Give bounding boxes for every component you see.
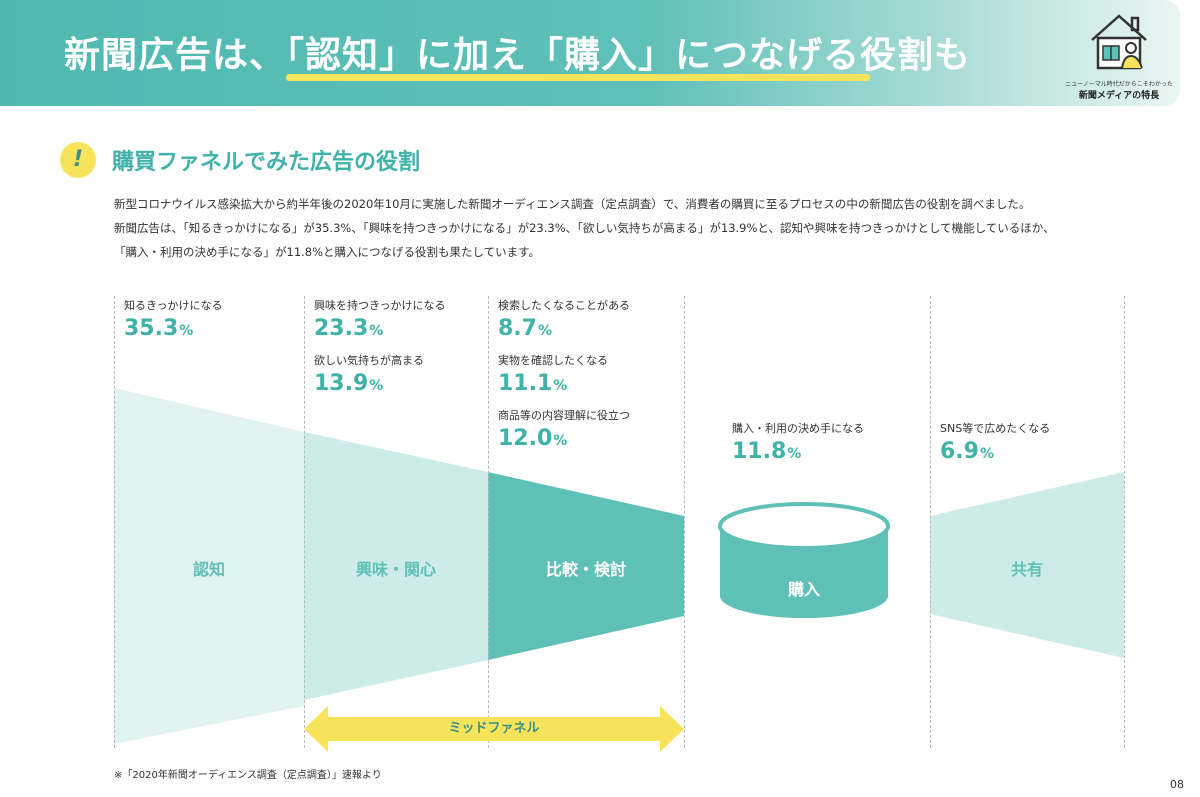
stat-value: 35.3%	[124, 316, 194, 341]
body-line: 新聞広告は、「知るきっかけになる」が35.3%、「興味を持つきっかけになる」が2…	[114, 221, 1055, 235]
header-banner: 新聞広告は、「認知」に加え「購入」につなげる役割も	[0, 0, 1180, 106]
page-number: 08	[1170, 778, 1184, 791]
stat-label: 検索したくなることがある	[498, 299, 630, 312]
divider-line	[304, 296, 305, 748]
mid-funnel-arrow	[304, 706, 684, 752]
brand-title: 新聞メディアの特長	[1078, 91, 1160, 101]
stat-label: 商品等の内容理解に役立つ	[498, 409, 630, 422]
title-highlight	[286, 74, 870, 81]
divider-line	[114, 296, 115, 748]
brand-logo: ニューノーマル時代だからこそわかった 新聞メディアの特長	[1064, 10, 1174, 101]
stage-label-purchase: 購入	[787, 580, 820, 599]
stat-value: 11.8%	[732, 439, 802, 464]
divider-line	[1124, 296, 1125, 748]
footnote: ※「2020年新聞オーディエンス調査（定点調査）」速報より	[114, 770, 382, 781]
stat-label: 購入・利用の決め手になる	[732, 422, 864, 435]
stage-label-share: 共有	[1010, 560, 1043, 579]
stat-value: 23.3%	[314, 316, 384, 341]
body-text: 新型コロナウイルス感染拡大から約半年後の2020年10月に実施した新聞オーディエ…	[114, 192, 1114, 264]
stat-value: 13.9%	[314, 371, 384, 396]
stat-label: SNS等で広めたくなる	[940, 422, 1051, 435]
stage-label-awareness: 認知	[192, 560, 225, 579]
mid-funnel-label: ミッドファネル	[448, 721, 540, 736]
stage-label-consideration: 比較・検討	[545, 560, 626, 579]
stat-label: 興味を持つきっかけになる	[314, 299, 446, 312]
stage-label-interest: 興味・関心	[355, 560, 436, 579]
stat-label: 実物を確認したくなる	[498, 354, 608, 367]
body-line: 新型コロナウイルス感染拡大から約半年後の2020年10月に実施した新聞オーディエ…	[114, 197, 1031, 211]
stat-value: 11.1%	[498, 371, 568, 396]
brand-subtitle: ニューノーマル時代だからこそわかった	[1065, 81, 1173, 88]
page-title: 新聞広告は、「認知」に加え「購入」につなげる役割も	[64, 35, 972, 76]
divider-line	[684, 296, 685, 748]
stat-value: 8.7%	[498, 316, 553, 341]
house-reading-icon	[1091, 14, 1147, 70]
divider-line	[488, 296, 489, 748]
purchase-cylinder	[718, 502, 890, 618]
exclamation-icon: !	[60, 142, 96, 178]
stat-value: 6.9%	[940, 439, 995, 464]
stat-label: 欲しい気持ちが高まる	[314, 354, 424, 367]
section-title: 購買ファネルでみた広告の役割	[112, 150, 421, 175]
divider-line	[930, 296, 931, 748]
stat-label: 知るきっかけになる	[124, 299, 223, 312]
body-line: 「購入・利用の決め手になる」が11.8%と購入につなげる役割も果たしています。	[114, 245, 541, 259]
stat-value: 12.0%	[498, 426, 568, 451]
